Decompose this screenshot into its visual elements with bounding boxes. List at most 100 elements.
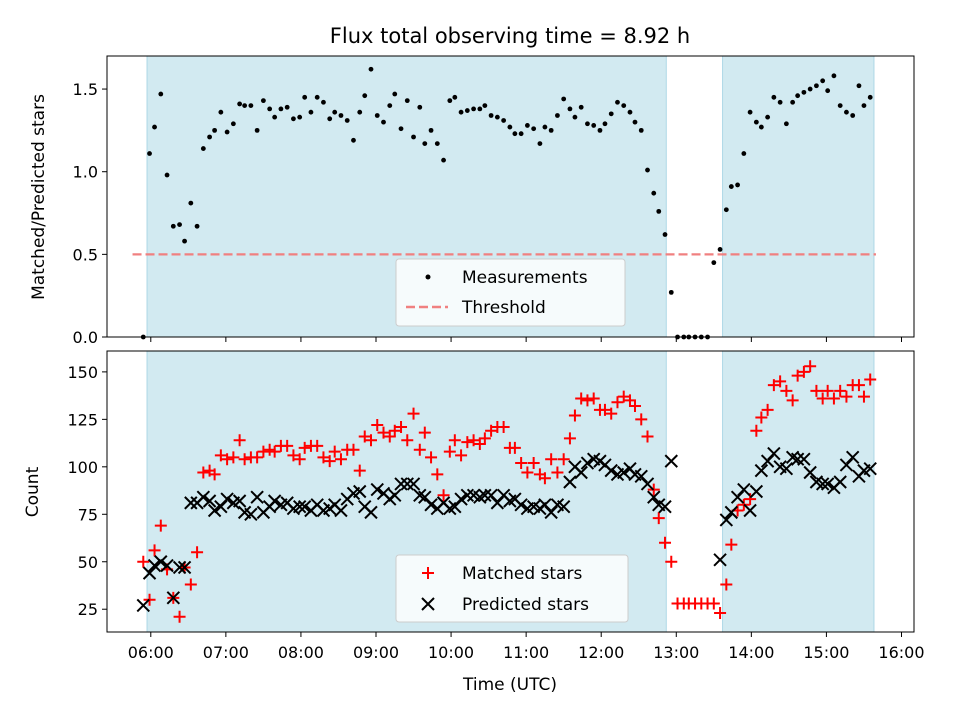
measurements-point [428, 127, 434, 133]
measurements-point [627, 109, 633, 115]
predicted-stars-point [640, 477, 655, 491]
matched-stars-point [251, 451, 264, 464]
measurements-point [537, 141, 543, 147]
matched-stars-point [395, 420, 408, 433]
matched-stars-point [852, 379, 865, 392]
matched-stars-point [298, 441, 311, 454]
x-tick-label: 16:00 [878, 643, 924, 662]
matched-stars-point [714, 607, 727, 620]
measurements-point [747, 109, 753, 115]
predicted-stars-point [220, 492, 234, 506]
measurements-point [585, 121, 590, 127]
measurements-point [518, 131, 524, 137]
measurements-point [820, 78, 826, 84]
counts-y-tick-label: 125 [67, 410, 98, 429]
matched-stars-point [786, 394, 799, 407]
measurements-point [488, 113, 494, 118]
measurements-point [777, 99, 783, 105]
matched-stars-point [317, 451, 330, 464]
matched-stars-point [557, 453, 570, 466]
matched-stars-point [581, 394, 594, 407]
measurements-point [512, 131, 518, 137]
matched-stars-point [816, 392, 829, 405]
matched-stars-point [791, 369, 804, 382]
measurements-point [248, 103, 254, 108]
matched-stars-point [455, 449, 468, 462]
counts-panel-y-label: Count [23, 466, 43, 517]
measurements-point [237, 101, 243, 107]
matched-stars-point [720, 578, 733, 591]
predicted-stars-point [400, 477, 414, 491]
predicted-stars-point [574, 465, 588, 480]
matched-stars-point [810, 384, 823, 397]
measurements-point [645, 167, 650, 173]
measurements-point [387, 103, 393, 108]
measurements-point [471, 106, 476, 112]
matched-stars-point [521, 466, 534, 479]
x-tick-label: 11:00 [503, 643, 549, 662]
measurements-point [447, 98, 453, 104]
measurements-point [297, 114, 303, 120]
measurements-point [662, 232, 668, 237]
measurements-point [578, 104, 584, 110]
matched-stars-point [774, 375, 787, 388]
measurements-point [790, 99, 796, 105]
measurements-point [524, 123, 530, 128]
matched-stars-point [413, 443, 426, 456]
predicted-stars-point [767, 446, 781, 461]
measurements-point [272, 114, 278, 120]
matched-stars-point [443, 445, 456, 458]
measurements-point [861, 103, 867, 108]
measurements-point [182, 238, 187, 244]
legend-matched-marker [422, 567, 434, 579]
matched-stars-point [545, 453, 558, 466]
measurements-point [404, 98, 410, 104]
measurements-point [194, 223, 200, 229]
measurements-point [327, 116, 333, 122]
ratio-panel-marks [140, 66, 873, 340]
predicted-stars-point [297, 499, 312, 514]
ratio-y-tick-label: 0.0 [73, 328, 98, 347]
measurements-point [814, 83, 819, 89]
measurements-point [284, 104, 290, 110]
measurements-point [254, 127, 260, 133]
measurements-point [482, 103, 488, 108]
matched-stars-point [461, 436, 474, 449]
predicted-stars-point [334, 503, 348, 518]
predicted-stars-point [803, 465, 817, 480]
predicted-stars-point [647, 490, 661, 504]
measurements-point [597, 127, 603, 133]
measurements-point [567, 106, 573, 112]
matched-stars-point [568, 409, 581, 422]
measurements-point [230, 121, 236, 127]
measurements-point [542, 124, 548, 130]
measurements-point [207, 134, 212, 140]
predicted-stars-point [724, 505, 739, 520]
x-tick-label: 15:00 [803, 643, 849, 662]
matched-stars-point [263, 443, 276, 456]
matched-stars-point [827, 392, 840, 405]
matched-stars-point [377, 426, 390, 439]
matched-stars-point [467, 434, 480, 447]
matched-stars-point [383, 430, 396, 443]
measurements-point [856, 83, 862, 89]
predicted-stars-point [370, 482, 384, 497]
predicted-stars-point [353, 484, 367, 499]
predicted-stars-point [797, 452, 811, 466]
measurements-point [374, 113, 380, 118]
ratio-y-tick-label: 0.5 [73, 245, 98, 264]
counts-y-tick-label: 75 [78, 505, 98, 524]
measurements-point [351, 137, 356, 143]
measurements-point [656, 208, 662, 214]
x-axis-label: Time (UTC) [462, 675, 557, 695]
measurements-point [212, 127, 218, 133]
matched-stars-point [208, 468, 221, 481]
matched-stars-point [154, 519, 167, 532]
measurements-point [242, 103, 248, 108]
measurements-point [260, 98, 266, 104]
legend-threshold-label: Threshold [461, 298, 546, 318]
predicted-stars-point [737, 482, 751, 497]
matched-stars-point [767, 379, 780, 392]
matched-stars-point [617, 390, 630, 403]
